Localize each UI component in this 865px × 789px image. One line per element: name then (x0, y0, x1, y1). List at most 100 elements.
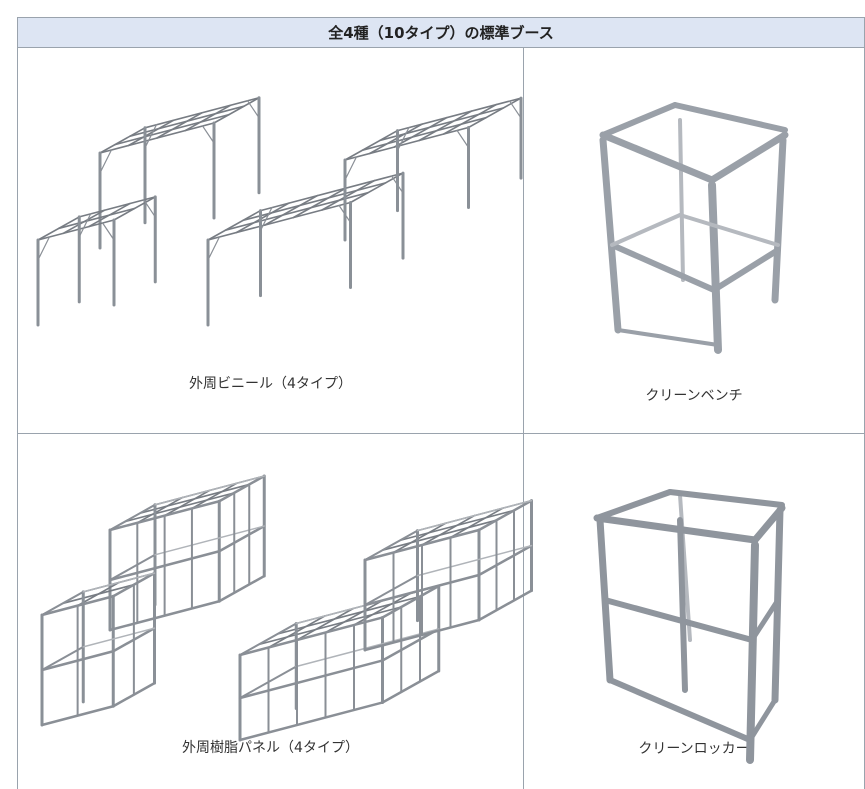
frame-bar (276, 595, 421, 635)
frame-bar (37, 219, 115, 241)
frame-bar (396, 97, 522, 132)
frame-bar (353, 592, 412, 626)
frame-bar (602, 597, 755, 643)
frame-bar (37, 236, 51, 261)
frame-bar (242, 182, 387, 222)
frame-bar (771, 136, 787, 304)
frame-bar (109, 503, 156, 531)
frame-bar (708, 131, 789, 184)
frame-bar (747, 697, 778, 743)
frame-bar (421, 514, 476, 546)
frame-bar (292, 187, 347, 219)
frame-bar (114, 113, 230, 146)
frame-bar (379, 107, 505, 142)
frame-bar (416, 544, 533, 577)
frame-bar (667, 489, 785, 508)
frame-bar (136, 496, 184, 524)
frame-bar (396, 126, 410, 152)
cell-caption: クリーンロッカー (638, 741, 750, 757)
frame-bar (259, 172, 404, 212)
frame-bar (321, 179, 376, 211)
frame-bar (235, 202, 290, 234)
frame-bar (751, 504, 786, 544)
frame-bar (239, 622, 298, 656)
frame-bar (477, 499, 533, 532)
frame-bar (678, 213, 780, 247)
frame-bar (184, 104, 232, 132)
table-title: 全4種（10タイプ）の標準ブース (17, 17, 865, 48)
frame-bar (108, 600, 221, 632)
frame-bar (477, 544, 533, 577)
frame-bar (749, 597, 781, 643)
frame-bar (259, 207, 273, 232)
cell-caption: 外周ビニール（4タイプ） (189, 376, 352, 392)
frame-bar (129, 105, 245, 137)
frame-bar (99, 122, 215, 154)
frame-bar (678, 118, 685, 282)
frame-bar (295, 628, 440, 668)
frame-bar (238, 701, 384, 742)
frame-bar (363, 618, 481, 652)
frame-bar (112, 681, 156, 708)
frame-bar (41, 590, 85, 616)
frame-bar (467, 97, 522, 129)
frame-bar (57, 207, 136, 230)
frame-bar (449, 507, 504, 539)
frame-bar (364, 574, 419, 606)
frame-bar (711, 247, 781, 293)
frame-bar (224, 191, 369, 231)
frame-bar (349, 172, 404, 204)
frame-bar (381, 584, 440, 619)
frame-bar (144, 97, 260, 129)
frame-bar (418, 110, 473, 142)
frame-bar (238, 616, 384, 657)
frame-bar (101, 222, 115, 241)
frame-bar (456, 129, 470, 149)
frame-bar (381, 669, 440, 704)
frame-bar (124, 492, 236, 523)
frame-bar (594, 489, 673, 521)
frame-bar (247, 100, 260, 119)
frame-bar (144, 124, 157, 149)
frame-bar (163, 489, 211, 517)
frame-bar (344, 129, 399, 161)
frame-bar (154, 525, 265, 556)
frame-bar (207, 236, 220, 261)
frame-bar (607, 677, 753, 743)
frame-bar (238, 659, 384, 700)
frame-bar (156, 112, 203, 139)
frame-bar (509, 100, 522, 119)
frame-bar (41, 645, 85, 671)
frame-bar (392, 522, 447, 554)
cell-caption: 外周樹脂パネル（4タイプ） (182, 740, 359, 756)
frame-bar (82, 627, 156, 648)
frame-bar (296, 607, 355, 641)
frame-bar (213, 97, 260, 124)
frame-bar (393, 116, 448, 148)
frame-bar (672, 102, 788, 133)
frame-bar (99, 149, 113, 174)
frame-bar (610, 213, 682, 247)
frame-bar (324, 600, 383, 634)
frame-bar (364, 529, 419, 561)
frame-bar (599, 136, 622, 334)
frame-bar (600, 102, 678, 138)
frame-bar (207, 209, 262, 241)
frame-bar (746, 541, 759, 764)
frame-bar (191, 482, 238, 510)
frame-bar (677, 517, 688, 693)
frame-bar (344, 156, 357, 181)
frame-bar (609, 242, 717, 293)
frame-bar (109, 553, 156, 581)
frame-bar (127, 119, 175, 147)
frame-bar (442, 103, 498, 135)
frame-bar (708, 181, 722, 354)
frame-bar (344, 126, 470, 161)
frame-bar (82, 572, 156, 593)
frame-bar (218, 574, 266, 603)
frame-bar (218, 474, 266, 503)
frame-bar (61, 583, 135, 605)
frame-bar (368, 123, 424, 155)
